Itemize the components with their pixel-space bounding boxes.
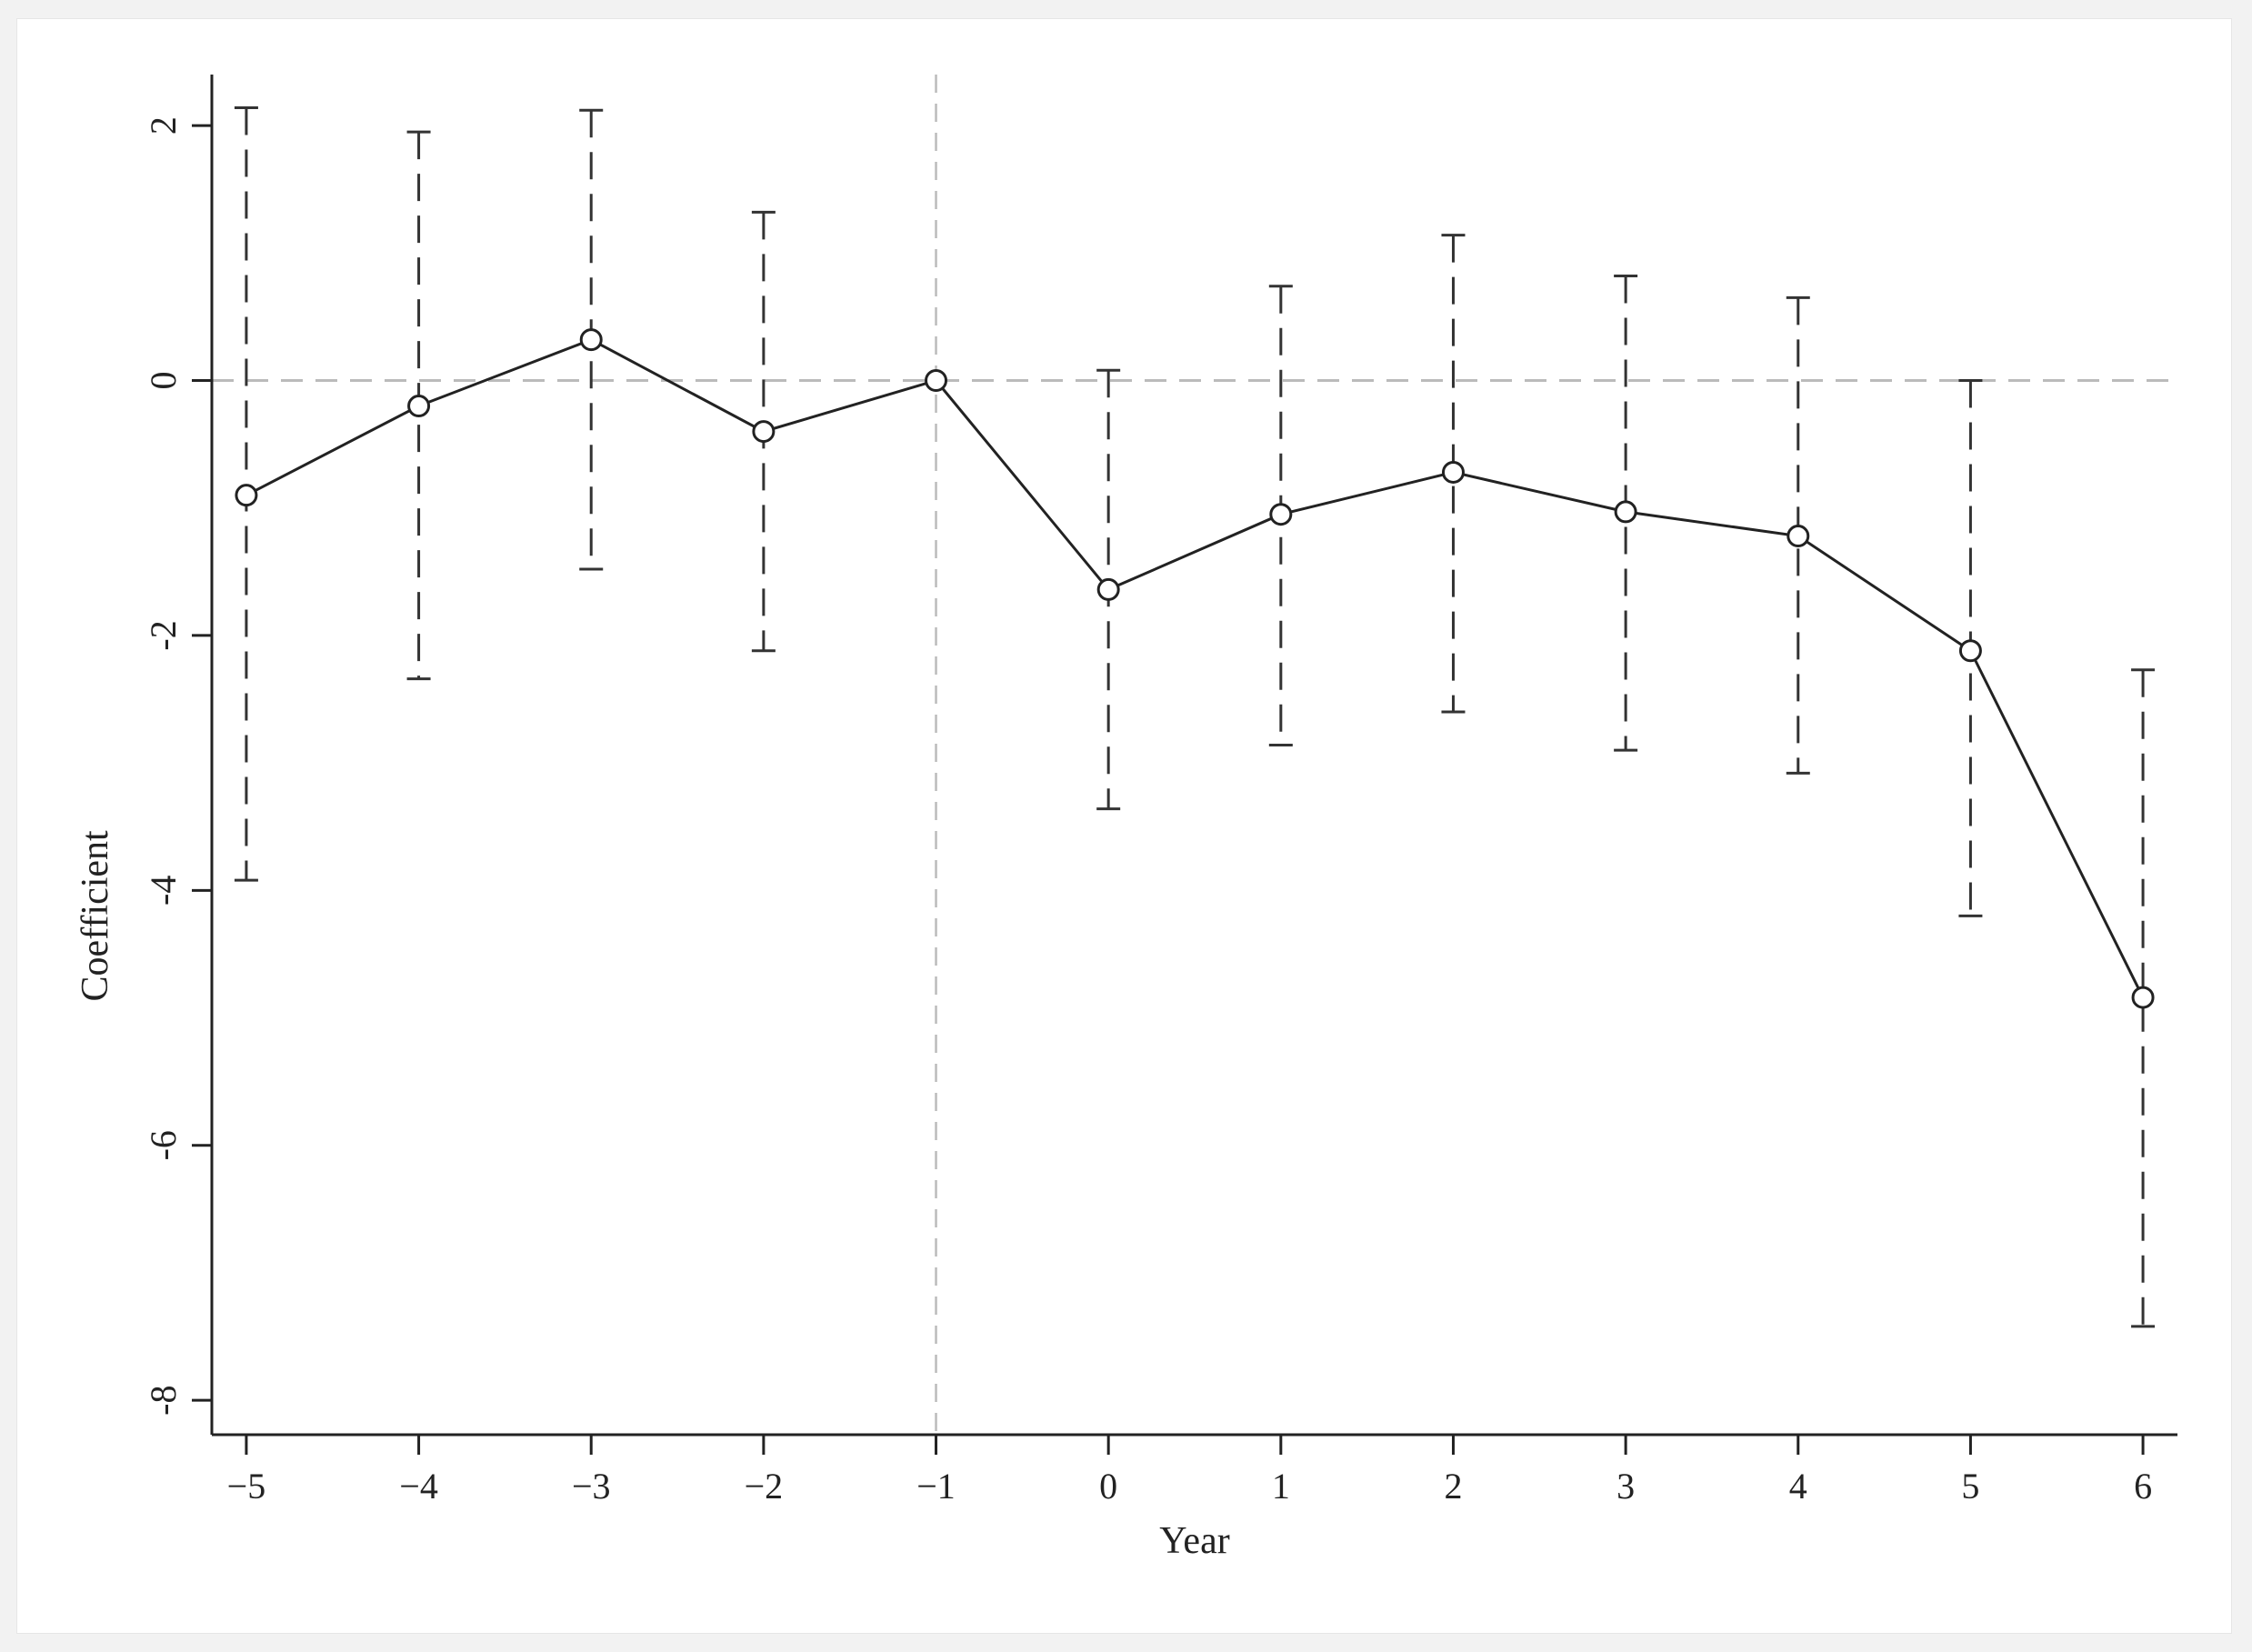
- axes: −5 −4 −3 −2 −1 0 1 2 3 4 5 6 2 0 -2 -4 -6 -8: [143, 75, 2177, 1507]
- y-tick-label: -6: [143, 1130, 184, 1160]
- y-axis-title: Coefficient: [75, 830, 116, 1001]
- x-tick-label: −1: [916, 1466, 956, 1507]
- x-tick-label: −3: [572, 1466, 611, 1507]
- coefficient-point: [1958, 639, 1982, 663]
- x-tick-label: 4: [1789, 1466, 1807, 1507]
- coefficient-point: [925, 368, 948, 392]
- x-tick-label: 0: [1099, 1466, 1117, 1507]
- x-tick-label: −4: [399, 1466, 438, 1507]
- coefficient-point: [1441, 460, 1465, 484]
- coefficient-markers: [235, 328, 2155, 1009]
- coefficient-point: [1096, 577, 1120, 601]
- y-tick-label: -2: [143, 620, 184, 650]
- x-tick-label: 2: [1444, 1466, 1462, 1507]
- y-tick-label: 2: [143, 116, 184, 135]
- coefficient-point: [1269, 503, 1293, 526]
- chart-frame: [16, 18, 2232, 1634]
- coefficient-point: [407, 395, 431, 418]
- y-tick-label: -4: [143, 876, 184, 906]
- y-tick-label: 0: [143, 371, 184, 389]
- coefficient-point: [752, 420, 776, 444]
- y-tick-label: -8: [143, 1385, 184, 1415]
- coefficient-point: [2131, 986, 2155, 1009]
- coefficient-point: [1787, 525, 1810, 548]
- x-tick-label: −2: [745, 1466, 784, 1507]
- x-tick-label: −5: [227, 1466, 266, 1507]
- x-tick-label: 1: [1272, 1466, 1290, 1507]
- coefficient-point: [579, 328, 603, 352]
- coefficient-point: [235, 484, 258, 507]
- coefficient-line: [245, 337, 2145, 998]
- confidence-intervals: [234, 105, 2156, 1328]
- coefficient-series: [245, 337, 2145, 998]
- coefficient-point: [1614, 500, 1637, 524]
- x-tick-label: 5: [1961, 1466, 1979, 1507]
- x-axis-title: Year: [1159, 1520, 1229, 1562]
- x-tick-label: 3: [1616, 1466, 1635, 1507]
- reference-lines: [212, 75, 2177, 1435]
- x-tick-label: 6: [2134, 1466, 2152, 1507]
